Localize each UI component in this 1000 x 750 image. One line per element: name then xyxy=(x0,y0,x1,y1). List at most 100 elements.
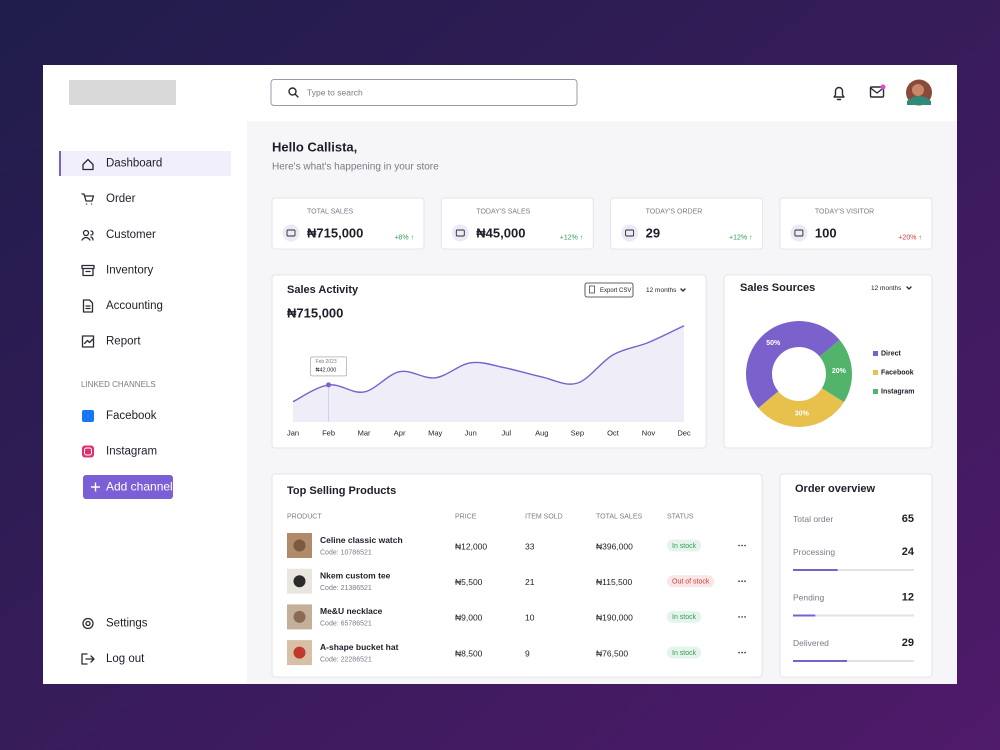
donut-slice xyxy=(746,321,840,409)
area xyxy=(293,325,684,422)
product-name: A-shape bucket hat xyxy=(320,642,399,652)
stat-value: ₦45,000 xyxy=(476,225,525,240)
progress-fill xyxy=(793,660,847,662)
stat-label: TOTAL SALES xyxy=(307,208,353,215)
stat-label: TODAY'S SALES xyxy=(476,208,530,215)
nav-active-marker xyxy=(59,151,61,176)
mail-icon[interactable] xyxy=(869,86,885,98)
greeting-title: Hello Callista, xyxy=(272,139,357,154)
product-code: Code: 65786521 xyxy=(320,621,372,628)
export-label: Export CSV xyxy=(600,288,631,294)
nav-icon xyxy=(81,335,95,348)
tooltip xyxy=(310,356,347,377)
slice-label: 20% xyxy=(832,368,847,375)
progress-track xyxy=(793,569,914,571)
price: ₦5,500 xyxy=(455,577,483,587)
total-sales: ₦115,500 xyxy=(596,577,633,587)
period-select[interactable]: 12 months xyxy=(871,285,902,292)
items-sold: 33 xyxy=(525,541,535,551)
stat-label: TODAY'S VISITOR xyxy=(815,208,874,215)
nav-icon xyxy=(82,158,94,171)
progress-fill xyxy=(793,569,838,571)
slice-label: 50% xyxy=(766,340,781,347)
nav-item[interactable]: Dashboard xyxy=(106,158,162,170)
x-tick-label: Nov xyxy=(642,428,656,437)
line xyxy=(292,325,685,403)
add-channel-button[interactable] xyxy=(83,475,173,499)
status: In stock xyxy=(672,543,697,550)
nav-item[interactable]: Report xyxy=(106,336,141,348)
footer-item[interactable]: Log out xyxy=(106,653,145,665)
stat-card xyxy=(440,197,594,250)
mail-icon xyxy=(869,87,885,94)
nav-item[interactable]: Inventory xyxy=(106,265,154,277)
stat-icon-bg xyxy=(282,224,300,242)
channel-item[interactable]: Instagram xyxy=(106,446,157,458)
stat-card xyxy=(779,197,933,250)
price: ₦12,000 xyxy=(455,541,487,551)
facebook-icon xyxy=(82,410,94,422)
price: ₦9,000 xyxy=(455,613,483,623)
items-sold: 10 xyxy=(525,613,535,623)
footer-item[interactable]: Settings xyxy=(106,618,148,630)
product-code: Code: 22286521 xyxy=(320,656,372,663)
items-sold: 21 xyxy=(525,577,535,587)
stat-icon-bg xyxy=(790,224,808,242)
card-title: Sales Sources xyxy=(740,282,815,294)
add-channel-label: Add channel xyxy=(106,480,173,494)
period-select[interactable]: 12 months xyxy=(646,287,677,294)
legend-label: Facebook xyxy=(881,369,914,376)
nav-item[interactable]: Order xyxy=(106,193,136,205)
avatar-face xyxy=(912,84,924,96)
stat-icon xyxy=(794,229,804,237)
settings-icon xyxy=(82,617,94,630)
status: Out of stock xyxy=(672,579,710,586)
nav-item[interactable]: Accounting xyxy=(106,300,163,312)
card xyxy=(271,473,763,678)
product-thumb-detail xyxy=(293,610,306,623)
section-label: LINKED CHANNELS xyxy=(81,380,156,389)
plus-icon xyxy=(91,482,100,492)
stat-change: +8% ↑ xyxy=(394,234,414,241)
card-title: Order overview xyxy=(795,483,876,495)
nav-icon xyxy=(81,229,94,241)
column-header: TOTAL SALES xyxy=(596,513,642,520)
channel-item[interactable]: Facebook xyxy=(106,410,157,422)
nav-item[interactable]: Customer xyxy=(106,229,156,241)
notification-icon[interactable] xyxy=(833,86,845,101)
chevron xyxy=(680,288,686,292)
donut-chart: 50% Direct 30% Facebook 20% Instagram xyxy=(746,321,914,428)
sidebar-nav: Dashboard Order Customer Inventory Accountin… xyxy=(81,158,163,665)
tooltip-value: ₦42,000 xyxy=(316,367,337,373)
column-header: PRICE xyxy=(455,513,477,520)
overview-value: 12 xyxy=(902,591,914,603)
stat-card xyxy=(610,197,764,250)
greeting-subtitle: Here's what's happening in your store xyxy=(272,162,439,173)
stat-value: ₦715,000 xyxy=(307,225,363,240)
nav-active-bg xyxy=(59,151,231,176)
overview-label: Total order xyxy=(793,514,833,524)
card-title: Top Selling Products xyxy=(287,485,396,497)
column-header: PRODUCT xyxy=(287,513,322,520)
progress-track xyxy=(793,660,914,662)
export-button[interactable] xyxy=(584,282,634,298)
status: In stock xyxy=(672,650,697,657)
search-icon xyxy=(294,93,299,98)
items-sold: 9 xyxy=(525,648,530,658)
overview-label: Processing xyxy=(793,547,835,557)
nav-icon xyxy=(82,299,94,313)
search-placeholder: Type to search xyxy=(307,87,363,97)
search-box[interactable] xyxy=(270,79,578,106)
donut-slice xyxy=(819,339,852,403)
progress-track xyxy=(793,614,914,617)
product-name: Nkem custom tee xyxy=(320,570,391,580)
status: In stock xyxy=(672,614,697,621)
status-pill xyxy=(667,610,702,623)
x-tick-label: Jan xyxy=(287,428,299,437)
stat-icon xyxy=(455,229,465,237)
stat-change: +20% ↑ xyxy=(898,234,922,241)
products-table: PRODUCT PRICE ITEM SOLD TOTAL SALES STATUS Ce… xyxy=(287,513,746,666)
nav-icon xyxy=(81,193,95,205)
column-header: STATUS xyxy=(667,513,694,520)
